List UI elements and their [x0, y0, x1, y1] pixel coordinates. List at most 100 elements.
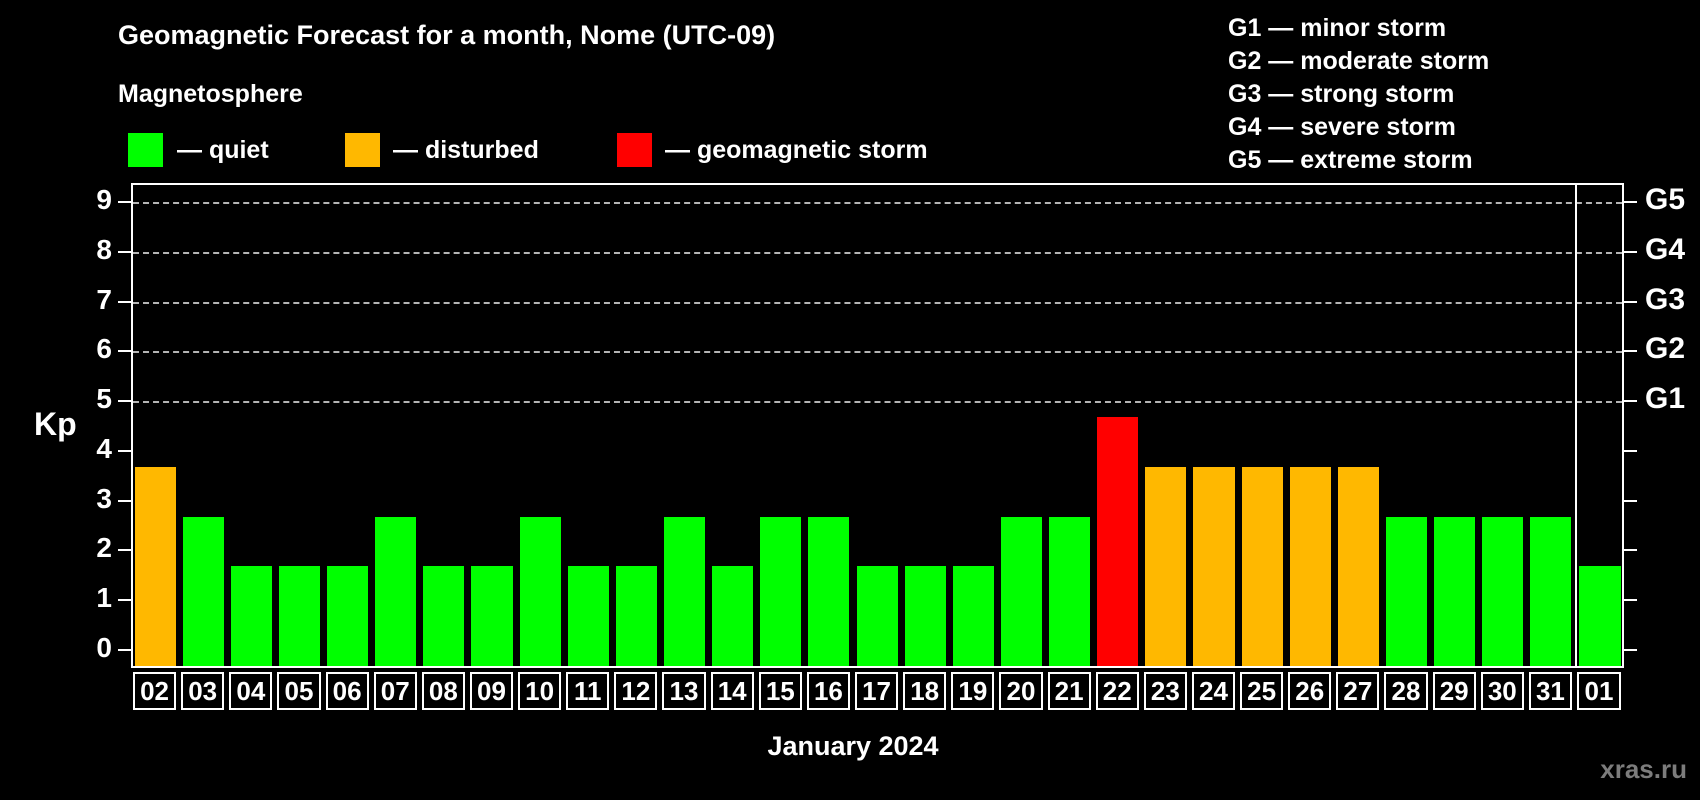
storm-scale-legend: G1 — minor storm G2 — moderate storm G3 — …	[1228, 12, 1489, 177]
magnetosphere-legend-title: Magnetosphere	[118, 80, 303, 108]
kp-bar-day-29	[1434, 516, 1476, 666]
kp-bar-day-18	[904, 566, 946, 666]
quiet-color-swatch	[128, 133, 163, 167]
storm-scale-legend-line: G2 — moderate storm	[1228, 47, 1490, 75]
day-label-11: 11	[566, 672, 610, 710]
kp-gridline	[133, 351, 1622, 354]
day-label-21: 21	[1047, 672, 1091, 710]
kp-bar-day-31	[1530, 516, 1572, 666]
g-scale-label-g4: G4	[1645, 232, 1686, 266]
kp-axis-tick-label: 2	[96, 532, 112, 564]
day-label-06: 06	[325, 672, 369, 710]
g-scale-axis-tick	[1624, 250, 1637, 253]
chart-title: Geomagnetic Forecast for a month, Nome (…	[118, 20, 776, 50]
kp-axis-tick-label: 8	[96, 233, 112, 265]
kp-bar-day-11	[567, 566, 609, 666]
storm-color-swatch	[617, 133, 652, 167]
kp-axis-tick	[118, 599, 131, 602]
kp-bar-day-17	[856, 566, 898, 666]
storm-legend-label: — geomagnetic storm	[665, 136, 928, 164]
disturbed-color-swatch	[345, 133, 380, 167]
day-label-05: 05	[277, 672, 321, 710]
kp-gridline	[133, 301, 1622, 304]
kp-bar-day-19	[952, 566, 994, 666]
plot-area	[131, 183, 1624, 668]
day-label-27: 27	[1336, 672, 1380, 710]
day-label-15: 15	[758, 672, 802, 710]
kp-bar-day-30	[1482, 516, 1524, 666]
kp-bar-day-16	[808, 516, 850, 666]
storm-scale-legend-line: G4 — severe storm	[1228, 113, 1456, 141]
g-scale-axis-tick	[1624, 649, 1637, 651]
day-label-14: 14	[710, 672, 754, 710]
kp-bar-day-05	[278, 566, 321, 666]
kp-axis-tick	[118, 549, 131, 552]
kp-bar-day-24	[1193, 466, 1235, 666]
kp-bar-day-07	[375, 516, 417, 666]
kp-bar-day-06	[327, 566, 369, 666]
day-label-18: 18	[903, 672, 947, 710]
kp-bar-day-09	[471, 566, 513, 666]
kp-axis-tick	[118, 300, 131, 303]
kp-axis-tick	[118, 400, 131, 403]
day-label-01: 01	[1577, 672, 1621, 710]
g-scale-label-g5: G5	[1645, 182, 1686, 216]
kp-axis-tick	[118, 350, 131, 353]
kp-bar-day-10	[519, 516, 561, 666]
month-label: January 2024	[767, 731, 939, 761]
kp-bar-day-08	[423, 566, 465, 666]
disturbed-legend-label: — disturbed	[393, 136, 539, 164]
day-label-24: 24	[1191, 672, 1236, 710]
kp-axis-tick-label: 1	[96, 582, 112, 614]
day-label-22: 22	[1095, 672, 1139, 710]
kp-bar-day-27	[1337, 466, 1379, 666]
kp-axis-tick	[118, 649, 131, 651]
g-scale-axis-tick	[1624, 200, 1637, 203]
kp-gridline	[133, 201, 1622, 204]
day-label-07: 07	[373, 672, 417, 710]
g-scale-label-g2: G2	[1645, 332, 1686, 366]
kp-bar-day-22	[1097, 417, 1139, 666]
watermark: xras.ru	[1600, 754, 1687, 784]
g-scale-axis-tick	[1624, 300, 1637, 303]
kp-axis-tick	[118, 200, 131, 203]
day-label-02: 02	[133, 672, 177, 710]
day-label-08: 08	[421, 672, 465, 710]
day-label-03: 03	[181, 672, 225, 710]
kp-bar-day-26	[1289, 466, 1331, 666]
kp-bar-day-14	[712, 566, 754, 666]
g-scale-axis-tick	[1624, 449, 1637, 452]
kp-axis-tick	[118, 250, 131, 253]
day-label-31: 31	[1528, 672, 1572, 710]
storm-scale-legend-line: G5 — extreme storm	[1228, 146, 1473, 174]
day-label-19: 19	[951, 672, 995, 710]
day-label-12: 12	[614, 672, 658, 710]
day-label-29: 29	[1432, 672, 1476, 710]
day-label-13: 13	[662, 672, 706, 710]
kp-bar-day-20	[1000, 516, 1043, 666]
kp-bar-day-25	[1241, 466, 1283, 666]
g-scale-axis-tick	[1624, 499, 1637, 502]
day-label-10: 10	[518, 672, 562, 710]
kp-bar-day-02	[134, 466, 176, 666]
kp-axis-tick-label: 6	[96, 333, 112, 365]
kp-bar-day-15	[760, 516, 802, 666]
kp-bar-day-03	[182, 516, 224, 666]
day-label-26: 26	[1288, 672, 1332, 710]
kp-axis-tick-label: 4	[96, 432, 112, 464]
kp-bar-day-13	[663, 516, 706, 666]
kp-gridline	[133, 251, 1622, 254]
day-label-23: 23	[1143, 672, 1187, 710]
g-scale-axis-tick	[1624, 599, 1637, 602]
storm-scale-legend-line: G1 — minor storm	[1228, 14, 1447, 42]
g-scale-axis-tick	[1624, 350, 1637, 353]
kp-axis-tick	[118, 499, 131, 502]
day-label-17: 17	[855, 672, 899, 710]
day-label-04: 04	[229, 672, 273, 710]
storm-scale-legend-line: G3 — strong storm	[1228, 80, 1455, 108]
day-label-28: 28	[1384, 672, 1428, 710]
kp-gridline	[133, 401, 1622, 404]
g-scale-axis-tick	[1624, 400, 1637, 403]
kp-bar-day-28	[1385, 516, 1428, 666]
